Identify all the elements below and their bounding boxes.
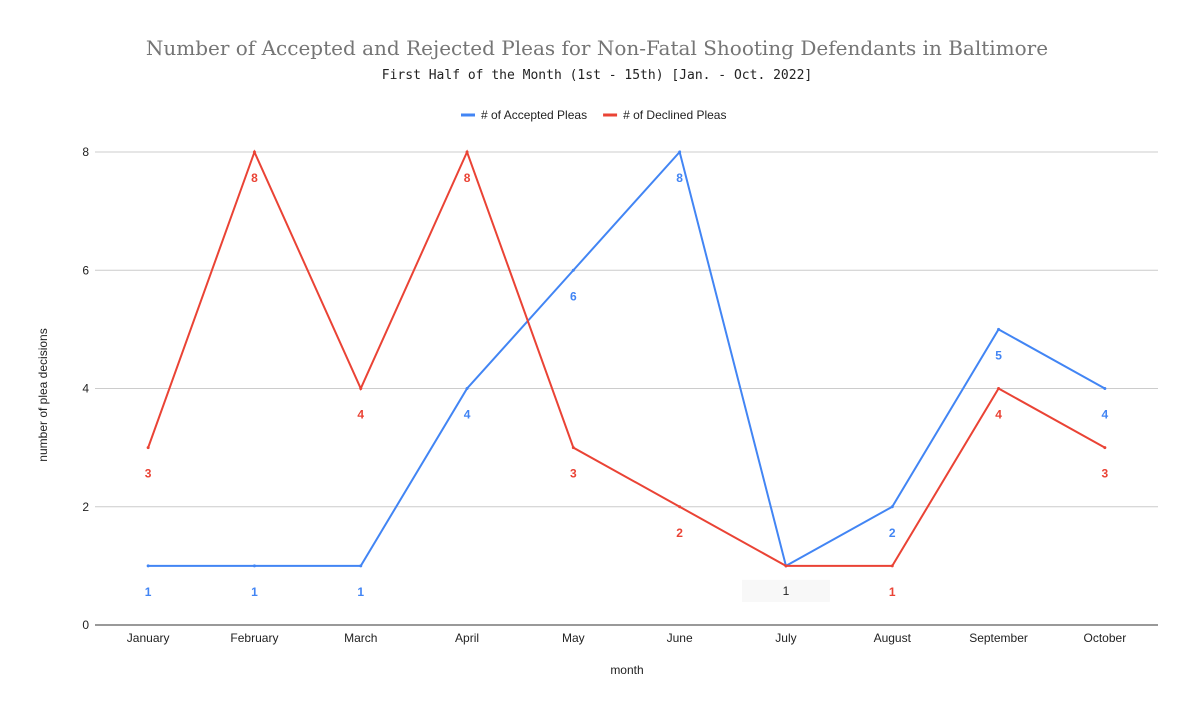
legend-item: # of Declined Pleas [603,108,726,122]
x-axis-ticks: January February March April May June July Augu… [127,631,1126,645]
legend: # of Accepted Pleas # of Declined Pleas [461,108,726,122]
x-axis-title: month [610,663,643,677]
data-point [997,327,1001,331]
data-label: 6 [570,289,577,303]
data-point [359,387,363,390]
y-tick-label: 6 [82,263,89,277]
shared-label-background [741,579,830,602]
data-label: 4 [464,408,471,422]
y-tick-label: 8 [82,145,89,159]
data-label: 3 [145,467,152,481]
data-label: 8 [464,171,471,185]
data-label: 5 [995,348,1002,362]
chart-title: Number of Accepted and Rejected Pleas fo… [146,36,1048,60]
data-point [890,564,894,568]
data-label: 1 [783,584,790,598]
legend-item: # of Accepted Pleas [461,108,587,122]
series-line [148,149,1106,568]
series-line [147,149,1106,567]
x-tick-label: August [874,631,912,645]
data-label: 4 [995,408,1002,422]
data-label: 4 [1102,408,1109,422]
data-point [1103,446,1107,450]
gridlines [95,151,1158,626]
data-point [359,564,363,568]
x-tick-label: February [230,631,278,645]
data-point [465,150,469,154]
data-point [571,268,575,272]
y-axis-ticks: 0 2 4 6 8 [82,145,89,632]
y-tick-label: 4 [82,382,89,396]
legend-label: # of Accepted Pleas [481,108,587,122]
data-point [146,564,150,568]
x-tick-label: April [455,631,479,645]
data-point [997,387,1001,390]
data-label: 3 [570,467,577,481]
legend-label: # of Declined Pleas [623,108,726,122]
data-label: 2 [889,526,896,540]
data-label: 1 [145,585,152,599]
x-tick-label: March [344,631,377,645]
x-tick-label: January [127,631,170,645]
x-tick-label: October [1084,631,1127,645]
x-tick-label: June [667,631,693,645]
x-tick-label: September [969,631,1028,645]
data-label: 8 [676,171,683,185]
data-point [252,564,256,568]
data-point [146,446,150,450]
data-labels: 1 1 1 4 6 8 2 5 4 3 8 4 8 3 2 1 4 3 1 [145,171,1109,602]
data-label: 1 [357,585,364,599]
x-tick-label: May [562,631,585,645]
data-point [784,564,788,568]
data-label: 1 [889,585,896,599]
data-point [678,505,682,509]
data-point [252,150,256,154]
y-axis-title: number of plea decisions [36,328,50,461]
data-point [1103,387,1107,390]
data-label: 3 [1102,467,1109,481]
data-label: 1 [251,585,258,599]
data-label: 4 [357,408,364,422]
data-point [571,446,575,450]
series-lines [146,149,1107,568]
y-tick-label: 0 [82,618,89,632]
data-point [465,387,469,390]
data-label: 2 [676,526,683,540]
x-tick-label: July [775,631,796,645]
data-label: 8 [251,171,258,185]
y-tick-label: 2 [82,500,89,514]
data-point [890,505,894,509]
chart-subtitle: First Half of the Month (1st - 15th) [Ja… [382,68,812,83]
data-point [678,150,682,154]
